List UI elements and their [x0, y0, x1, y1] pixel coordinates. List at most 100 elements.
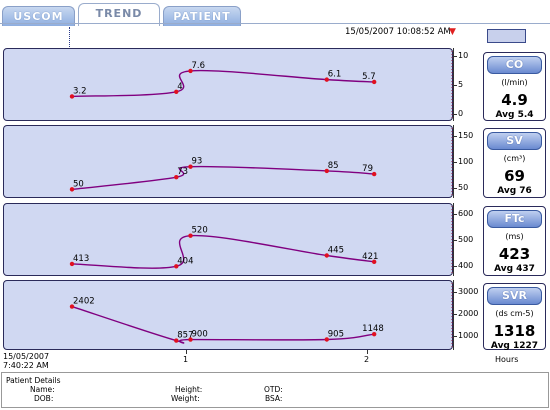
svr-data-point[interactable]: [69, 304, 75, 309]
ftc-average: Avg 437: [494, 264, 535, 274]
x-axis-start-time: 7:40:22 AM: [3, 361, 49, 370]
co-plot: 3.2 4 7.6 6.1 5.7: [69, 51, 453, 120]
sv-data-point[interactable]: [324, 168, 329, 174]
sv-data-point[interactable]: [371, 171, 377, 177]
co-average: Avg 5.4: [495, 110, 534, 120]
sv-unit: (cm³): [503, 154, 526, 163]
ftc-axis-line: [453, 203, 454, 276]
ftc-data-label: 520: [192, 226, 208, 236]
ftc-label: FTc: [487, 210, 542, 228]
co-data-point[interactable]: [174, 89, 179, 94]
otd-label: OTD:: [264, 385, 283, 394]
red-down-arrow-icon[interactable]: ▼: [449, 27, 456, 37]
co-data-point[interactable]: [69, 94, 75, 99]
sv-axis-line: [453, 125, 454, 198]
ftc-axis-tick-label: 400: [458, 261, 474, 271]
co-data-label: 3.2: [73, 86, 87, 96]
x-tick-mark-1: [186, 350, 187, 354]
ftc-axis-tick-label: 500: [458, 235, 474, 244]
svr-axis-tick-label: 3000: [458, 287, 479, 297]
sv-data-label: 73: [177, 167, 188, 177]
co-data-label: 4: [177, 82, 182, 92]
ftc-axis-tick: [453, 213, 457, 215]
ftc-data-label: 404: [177, 256, 193, 266]
ftc-current-value: 423: [498, 245, 531, 263]
sv-data-point[interactable]: [69, 187, 75, 192]
height-label: Height:: [175, 385, 203, 394]
ftc-unit: (ms): [505, 232, 524, 241]
svr-data-label: 905: [328, 329, 344, 339]
bsa-label: BSA:: [265, 394, 283, 403]
svr-data-point[interactable]: [188, 337, 193, 342]
tab-bar: USCOM TREND PATIENT: [2, 2, 548, 26]
ftc-data-label: 421: [362, 252, 378, 262]
co-current-value: 4.9: [501, 91, 528, 109]
weight-label: Weight:: [171, 394, 200, 403]
sv-data-point[interactable]: [174, 175, 179, 180]
ftc-data-point[interactable]: [69, 261, 75, 267]
co-data-point[interactable]: [371, 79, 377, 85]
co-data-label: 5.7: [362, 72, 376, 82]
sv-plot: 50 73 93 85 79: [69, 128, 453, 197]
sv-average: Avg 76: [497, 186, 532, 196]
range-selector-box[interactable]: [487, 29, 526, 43]
sv-y-axis: 150 100 50: [453, 125, 481, 198]
co-value-box[interactable]: CO (l/min) 4.9 Avg 5.4: [483, 52, 546, 121]
ftc-plot: 413 404 520 445 421: [69, 206, 453, 275]
sv-axis-tick: [453, 188, 457, 190]
svr-trend-panel: 2402 857 900 905 1148: [3, 280, 453, 350]
ftc-data-point[interactable]: [188, 233, 193, 238]
svr-data-label: 857: [177, 331, 193, 341]
ftc-data-label: 445: [328, 246, 344, 256]
sv-data-label: 93: [192, 157, 203, 167]
sv-label: SV: [487, 132, 542, 150]
svr-axis-tick: [453, 292, 457, 294]
sv-axis-tick: [453, 162, 457, 163]
co-unit: (l/min): [501, 78, 528, 87]
ftc-data-point[interactable]: [174, 264, 179, 269]
svr-data-label: 900: [192, 330, 208, 340]
sv-data-label: 50: [73, 179, 84, 189]
svr-y-axis: 3000 2000 1000: [453, 280, 481, 350]
svr-unit: (ds cm-5): [495, 309, 534, 318]
ftc-y-axis: 600 500 400: [453, 203, 481, 276]
sv-axis-tick-label: 150: [458, 130, 474, 140]
sv-value-box[interactable]: SV (cm³) 69 Avg 76: [483, 128, 546, 198]
ftc-data-point[interactable]: [371, 259, 377, 265]
tab-trend[interactable]: TREND: [78, 3, 160, 26]
x-axis-start: 15/05/2007 7:40:22 AM: [3, 352, 49, 370]
sv-data-point[interactable]: [188, 164, 193, 169]
svr-value-box[interactable]: SVR (ds cm-5) 1318 Avg 1227: [483, 283, 546, 351]
patient-details-title: Patient Details: [6, 376, 61, 385]
current-timestamp: 15/05/2007 10:08:52 AM: [345, 27, 451, 37]
ftc-data-label: 413: [73, 254, 89, 264]
dob-label: DOB:: [34, 394, 54, 403]
svr-data-point[interactable]: [371, 331, 377, 337]
x-tick-2: 2: [364, 355, 370, 364]
sv-current-value: 69: [504, 167, 525, 185]
svr-label: SVR: [487, 287, 542, 305]
svr-data-point[interactable]: [174, 338, 179, 343]
co-axis-tick-label: 0: [458, 109, 464, 118]
x-tick-1: 1: [183, 355, 189, 364]
co-data-point[interactable]: [188, 68, 193, 74]
co-label: CO: [487, 56, 542, 74]
co-data-point[interactable]: [324, 77, 329, 82]
co-axis-tick-label: 5: [458, 80, 464, 89]
sv-data-label: 79: [362, 164, 373, 174]
ftc-data-point[interactable]: [324, 253, 329, 258]
ftc-value-box[interactable]: FTc (ms) 423 Avg 437: [483, 206, 546, 276]
sv-axis-tick-label: 100: [458, 157, 474, 166]
co-axis-tick: [453, 114, 457, 115]
tab-uscom[interactable]: USCOM: [2, 6, 75, 26]
tab-patient[interactable]: PATIENT: [163, 6, 241, 26]
svr-average: Avg 1227: [490, 341, 539, 351]
co-axis-tick: [453, 56, 457, 57]
ftc-axis-tick: [453, 240, 457, 241]
x-axis-unit: Hours: [495, 355, 519, 364]
svr-data-point[interactable]: [324, 337, 329, 342]
name-label: Name:: [30, 385, 55, 394]
sv-data-label: 85: [328, 161, 339, 171]
ftc-axis-tick: [453, 266, 457, 268]
